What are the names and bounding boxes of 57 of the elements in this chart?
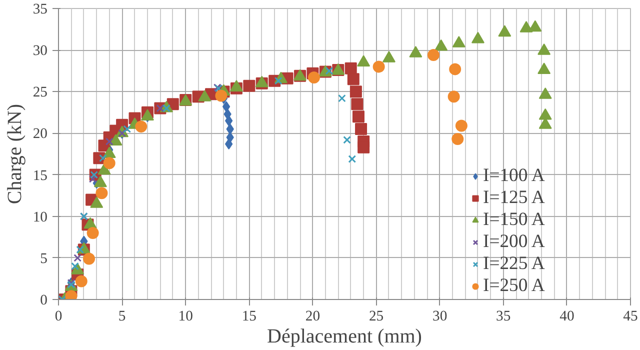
point [350,86,362,98]
point [83,252,96,265]
y-tick-label: 35 [32,2,48,18]
legend-label: I=225 A [483,253,545,275]
x-tick-label: 25 [368,308,384,324]
x-tick-label: 15 [242,308,256,324]
point [224,138,233,150]
point [75,275,88,288]
y-tick-label: 25 [32,84,48,101]
point [347,73,360,86]
point [449,63,462,76]
y-axis-title: Charge (kN) [4,104,26,204]
x-axis-title: Déplacement (mm) [267,326,422,348]
x-tick-label: 10 [178,308,193,324]
y-tick-label: 10 [32,209,48,226]
x-tick-label: 35 [496,308,511,324]
point [215,90,228,102]
point [96,187,108,200]
legend-label: I=100 A [483,165,545,187]
point [351,98,364,110]
y-tick-label: 20 [32,126,48,142]
legend-label: I=125 A [483,187,545,209]
point [243,80,256,92]
point [427,49,440,62]
point [103,157,116,170]
legend-label: I=150 A [483,209,545,231]
point [343,136,351,144]
point [452,133,464,146]
y-tick-label: 15 [32,168,48,184]
y-tick-label: 0 [40,292,48,308]
x-tick-label: 0 [54,308,62,324]
point [352,110,364,123]
x-tick-label: 40 [560,308,574,324]
point [135,120,148,133]
point [448,90,460,103]
point [222,101,230,112]
point [455,120,468,132]
point [308,72,320,84]
y-tick-label: 30 [32,43,48,60]
point [358,141,370,154]
point [86,226,99,239]
point [372,60,385,73]
point [224,115,233,126]
x-tick-label: 30 [432,308,448,324]
point [344,62,357,74]
point [123,125,132,133]
y-tick-label: 5 [40,250,48,267]
point [74,254,82,262]
x-tick-label: 45 [623,308,638,324]
x-tick-label: 20 [305,308,320,324]
point [355,123,368,136]
point [338,94,346,102]
x-tick-label: 5 [118,308,126,324]
legend-label: I=250 A [483,275,545,297]
point [105,138,114,146]
legend-label: I=200 A [483,231,545,253]
point [348,155,356,163]
